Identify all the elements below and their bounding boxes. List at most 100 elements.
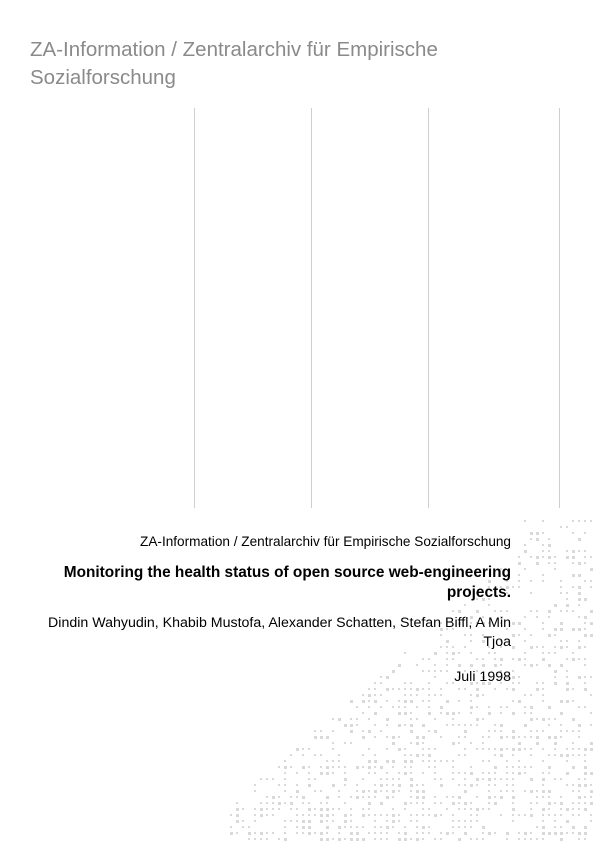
pattern-dot (398, 784, 401, 787)
pattern-dot (536, 838, 538, 840)
pattern-dot (578, 658, 580, 660)
pattern-dot (362, 826, 364, 828)
pattern-dot (338, 796, 340, 798)
pattern-dot (446, 724, 448, 726)
pattern-dot (350, 808, 352, 810)
pattern-dot (446, 646, 448, 648)
pattern-dot (230, 832, 233, 835)
pattern-dot (416, 706, 418, 708)
pattern-dot (500, 622, 502, 624)
pattern-dot (500, 586, 502, 588)
pattern-dot (566, 556, 569, 559)
pattern-dot (524, 706, 526, 708)
pattern-dot (440, 646, 442, 648)
pattern-dot (398, 772, 400, 774)
pattern-dot (488, 652, 490, 654)
pattern-dot (530, 592, 532, 594)
pattern-dot (542, 814, 544, 816)
pattern-dot (296, 832, 298, 834)
pattern-dot (542, 682, 544, 684)
pattern-dot (410, 730, 413, 733)
pattern-dot (554, 814, 556, 816)
pattern-dot (386, 700, 388, 702)
pattern-dot (422, 826, 425, 829)
pattern-dot (272, 778, 274, 780)
pattern-dot (458, 838, 461, 841)
pattern-dot (380, 730, 382, 732)
pattern-dot (548, 706, 551, 709)
pattern-dot (392, 766, 394, 768)
pattern-dot (362, 694, 364, 696)
pattern-dot (560, 628, 563, 631)
pattern-dot (338, 760, 340, 762)
pattern-dot (230, 826, 232, 828)
pattern-dot (422, 772, 424, 774)
pattern-dot (548, 544, 551, 547)
pattern-dot (506, 784, 508, 786)
pattern-dot (542, 700, 544, 702)
pattern-dot (410, 694, 412, 696)
pattern-dot (434, 778, 436, 780)
pattern-dot (404, 826, 406, 828)
pattern-dot (326, 814, 329, 817)
pattern-dot (482, 832, 484, 834)
pattern-dot (578, 748, 580, 750)
pattern-dot (578, 730, 580, 732)
pattern-dot (464, 736, 466, 738)
pattern-dot (584, 832, 587, 835)
pattern-dot (344, 784, 346, 786)
pattern-dot (530, 808, 532, 810)
pattern-dot (416, 694, 418, 696)
pattern-dot (470, 682, 473, 685)
pattern-dot (584, 580, 586, 582)
pattern-dot (524, 652, 526, 654)
pattern-dot (404, 838, 407, 841)
pattern-dot (548, 610, 551, 613)
pattern-dot (314, 754, 316, 756)
pattern-dot (392, 820, 395, 823)
pattern-dot (566, 676, 568, 678)
pattern-dot (380, 694, 382, 696)
pattern-dot (302, 766, 305, 769)
pattern-dot (512, 748, 515, 751)
pattern-dot (512, 700, 514, 702)
pattern-dot (452, 658, 454, 660)
pattern-dot (368, 730, 371, 733)
pattern-dot (476, 658, 478, 660)
pattern-dot (524, 838, 526, 840)
pattern-dot (452, 826, 454, 828)
pattern-dot (452, 652, 455, 655)
pattern-dot (350, 814, 352, 816)
pattern-dot (560, 526, 562, 528)
pattern-dot (434, 766, 436, 768)
pattern-dot (254, 808, 256, 810)
pattern-dot (500, 670, 502, 672)
pattern-dot (572, 610, 574, 612)
pattern-dot (422, 838, 424, 840)
pattern-dot (356, 724, 358, 726)
pattern-dot (428, 688, 430, 690)
pattern-dot (542, 772, 544, 774)
pattern-dot (428, 748, 430, 750)
pattern-dot (476, 670, 478, 672)
pattern-dot (452, 802, 455, 805)
pattern-dot (536, 742, 539, 745)
pattern-dot (572, 784, 574, 786)
pattern-dot (440, 736, 442, 738)
pattern-dot (542, 808, 545, 811)
pattern-dot (488, 706, 490, 708)
pattern-dot (506, 832, 509, 835)
pattern-dot (344, 802, 346, 804)
pattern-dot (494, 832, 496, 834)
pattern-dot (458, 826, 460, 828)
pattern-dot (512, 772, 514, 774)
pattern-dot (542, 628, 544, 630)
pattern-dot (518, 838, 520, 840)
vertical-rule (428, 108, 429, 508)
pattern-dot (458, 610, 461, 613)
pattern-dot (380, 832, 382, 834)
pattern-dot (416, 742, 419, 745)
pattern-dot (536, 664, 538, 666)
pattern-dot (590, 586, 592, 588)
pattern-dot (356, 784, 358, 786)
